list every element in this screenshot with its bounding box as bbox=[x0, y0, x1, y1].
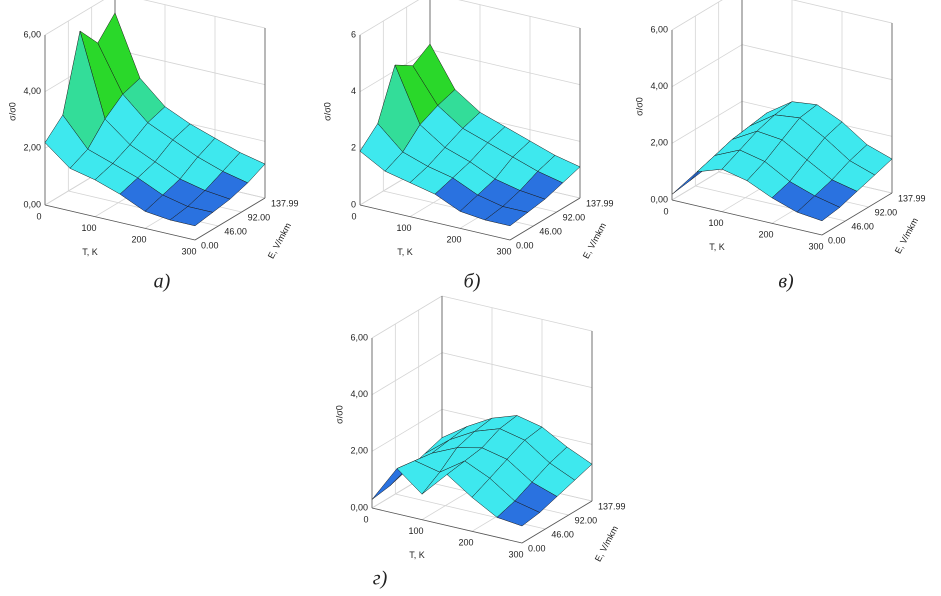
y-tick-label: 92.00 bbox=[563, 212, 586, 222]
y-axis bbox=[194, 197, 266, 241]
z-grid-line bbox=[114, 49, 266, 86]
surface-cell bbox=[496, 500, 541, 527]
panel-label: в) bbox=[778, 271, 794, 293]
y-axis-label: E, V/mkm bbox=[266, 221, 293, 260]
z-tick-label: 0,00 bbox=[650, 194, 668, 204]
z-grid-line bbox=[371, 295, 443, 339]
y-tick-label: 92.00 bbox=[248, 212, 271, 222]
y-tick-label: 137.99 bbox=[271, 198, 299, 208]
z-grid-line bbox=[671, 44, 743, 88]
z-tick-label: 6,00 bbox=[23, 29, 41, 39]
panel-label: а) bbox=[154, 271, 171, 293]
z-tick-label: 4 bbox=[351, 86, 356, 96]
x-tick-label: 0 bbox=[663, 206, 668, 216]
y-tick-label: 0.00 bbox=[516, 240, 534, 250]
z-tick-label: 6,00 bbox=[650, 24, 668, 34]
y-tick-label: 0.00 bbox=[528, 543, 546, 553]
x-axis bbox=[371, 507, 523, 544]
z-grid-line bbox=[44, 0, 105, 36]
z-tick-label: 0,00 bbox=[23, 199, 41, 209]
z-tick-label: 4,00 bbox=[650, 81, 668, 91]
z-grid-line bbox=[359, 0, 420, 36]
panel-label: г) bbox=[373, 568, 388, 590]
x-axis-label: T, K bbox=[397, 247, 413, 257]
x-tick-label: 100 bbox=[81, 223, 96, 233]
y-axis-label: E, V/mkm bbox=[593, 524, 620, 563]
z-grid-line bbox=[371, 352, 443, 396]
surface-cell bbox=[169, 206, 214, 227]
x-tick-label: 0 bbox=[363, 514, 368, 524]
z-grid-line bbox=[458, 0, 581, 29]
y-axis-label: E, V/mkm bbox=[581, 221, 608, 260]
x-axis-label: T, K bbox=[409, 550, 425, 560]
z-tick-label: 6 bbox=[351, 29, 356, 39]
y-tick-label: 92.00 bbox=[575, 515, 598, 525]
x-axis bbox=[671, 199, 823, 236]
x-tick-label: 200 bbox=[458, 538, 473, 548]
z-tick-label: 2,00 bbox=[23, 143, 41, 153]
z-grid-line bbox=[143, 0, 266, 29]
surface-cell bbox=[796, 195, 841, 222]
z-axis-label: σ/σ0 bbox=[334, 405, 344, 424]
z-grid-line bbox=[791, 0, 893, 24]
z-axis-label: σ/σ0 bbox=[7, 102, 17, 121]
z-tick-label: 6,00 bbox=[350, 332, 368, 342]
x-tick-label: 100 bbox=[396, 223, 411, 233]
z-grid-line bbox=[441, 295, 593, 332]
y-tick-label: 46.00 bbox=[539, 226, 562, 236]
y-tick-label: 137.99 bbox=[586, 198, 614, 208]
x-tick-label: 300 bbox=[181, 246, 196, 256]
x-tick-label: 100 bbox=[408, 526, 423, 536]
y-axis bbox=[521, 500, 593, 544]
panel-label: б) bbox=[464, 271, 481, 293]
z-grid-line bbox=[741, 44, 893, 81]
z-tick-label: 2,00 bbox=[650, 138, 668, 148]
z-grid-line bbox=[441, 352, 593, 389]
y-tick-label: 46.00 bbox=[551, 529, 574, 539]
x-tick-label: 100 bbox=[708, 218, 723, 228]
z-grid-line bbox=[671, 100, 743, 144]
x-axis bbox=[44, 204, 196, 241]
surface-cell bbox=[484, 206, 529, 227]
z-tick-label: 0,00 bbox=[350, 502, 368, 512]
y-axis bbox=[821, 192, 893, 236]
x-tick-label: 200 bbox=[446, 235, 461, 245]
y-tick-label: 0.00 bbox=[828, 235, 846, 245]
y-tick-label: 92.00 bbox=[875, 207, 898, 217]
y-tick-label: 46.00 bbox=[224, 226, 247, 236]
y-tick-label: 137.99 bbox=[898, 193, 926, 203]
x-axis-label: T, K bbox=[82, 247, 98, 257]
z-axis-label: σ/σ0 bbox=[322, 102, 332, 121]
z-tick-label: 2 bbox=[351, 143, 356, 153]
x-tick-label: 300 bbox=[508, 549, 523, 559]
z-grid-line bbox=[371, 408, 443, 452]
z-tick-label: 4,00 bbox=[350, 389, 368, 399]
x-axis-label: T, K bbox=[709, 242, 725, 252]
y-tick-label: 46.00 bbox=[851, 221, 874, 231]
y-axis bbox=[509, 197, 581, 241]
y-axis-label: E, V/mkm bbox=[893, 216, 920, 255]
y-tick-label: 137.99 bbox=[598, 501, 626, 511]
z-tick-label: 2,00 bbox=[350, 446, 368, 456]
x-axis bbox=[359, 204, 511, 241]
y-tick-label: 0.00 bbox=[201, 240, 219, 250]
z-tick-label: 0 bbox=[351, 199, 356, 209]
x-tick-label: 200 bbox=[758, 230, 773, 240]
x-tick-label: 200 bbox=[131, 235, 146, 245]
z-tick-label: 4,00 bbox=[23, 86, 41, 96]
x-tick-label: 0 bbox=[351, 211, 356, 221]
x-tick-label: 300 bbox=[808, 241, 823, 251]
z-axis-label: σ/σ0 bbox=[634, 97, 644, 116]
x-tick-label: 300 bbox=[496, 246, 511, 256]
z-grid-line bbox=[671, 0, 723, 31]
z-grid-line bbox=[429, 49, 581, 86]
x-tick-label: 0 bbox=[36, 211, 41, 221]
